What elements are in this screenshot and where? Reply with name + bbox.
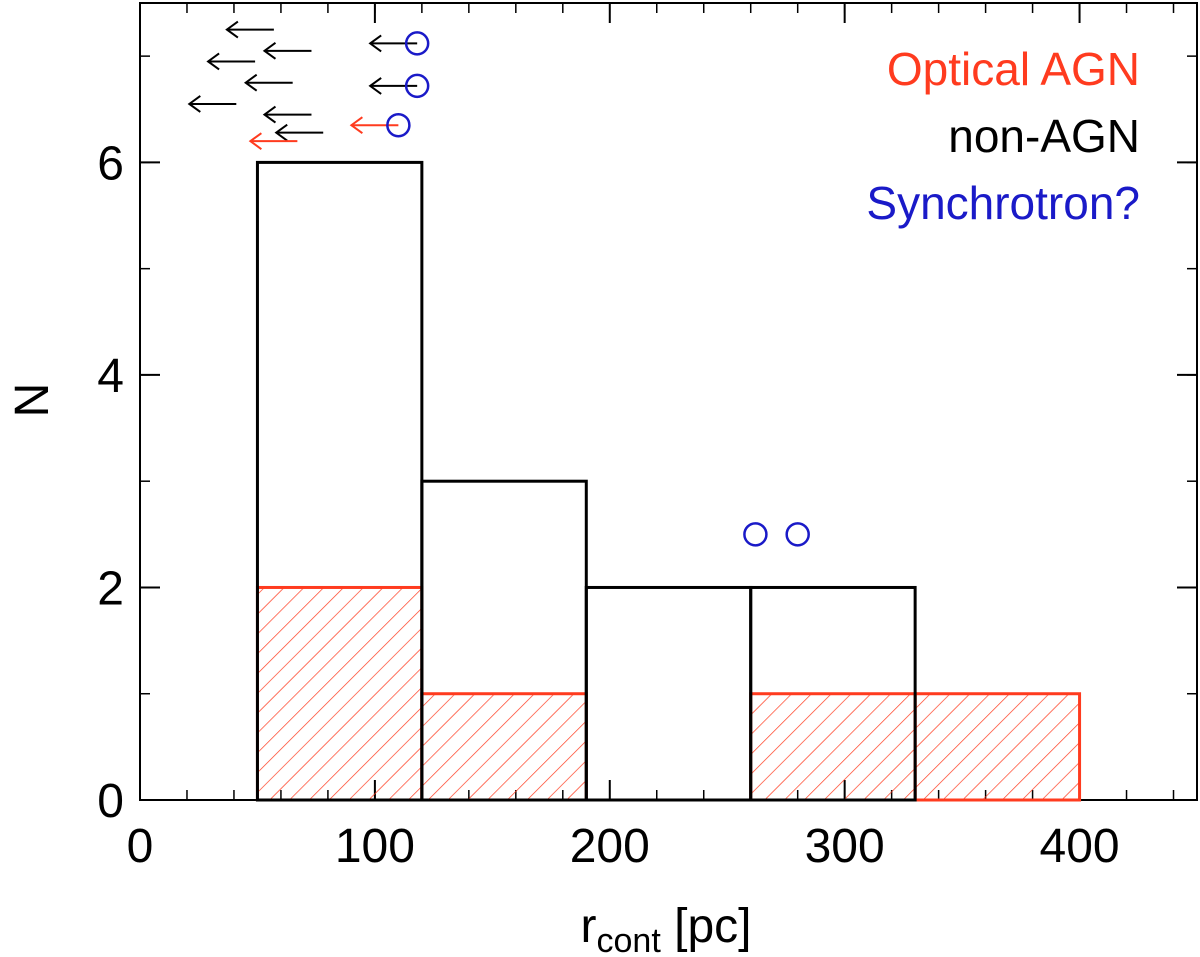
legend-entry: Synchrotron?: [866, 177, 1140, 229]
x-axis-title-subscript: cont: [597, 922, 662, 957]
optical-agn-bar: [913, 692, 1082, 802]
y-axis-ticks: 0 2 4 6: [97, 55, 1197, 828]
synchrotron-marker: [404, 31, 430, 56]
upper-limit-arrow: [262, 42, 312, 60]
upper-limit-arrow: [187, 95, 237, 113]
arrow-head: [225, 20, 239, 39]
x-tick-label: 0: [127, 820, 154, 873]
arrow-head: [262, 105, 277, 124]
synchrotron-marker: [404, 73, 430, 99]
upper-limit-arrow: [243, 73, 293, 92]
arrow-head: [187, 95, 201, 113]
arrow-head: [262, 42, 277, 60]
upper-limit-arrows: [187, 20, 418, 150]
arrow-head: [248, 132, 262, 150]
x-axis-ticks: 0 100 200 300 400: [127, 3, 1175, 873]
x-tick-label: 300: [805, 820, 885, 873]
x-tick-label: 200: [570, 820, 650, 873]
non-agn-series: [255, 160, 917, 802]
optical-agn-series: [255, 585, 1082, 802]
synchrotron-marker: [386, 112, 411, 138]
optical-agn-bar: [420, 692, 588, 802]
legend-entry: Optical AGN: [887, 43, 1140, 95]
non-agn-bar: [584, 585, 753, 802]
y-axis-title: N: [6, 383, 59, 418]
y-tick-label: 2: [97, 562, 124, 615]
non-agn-bar: [749, 585, 917, 802]
y-tick-label: 0: [97, 775, 124, 828]
legend: Optical AGN non-AGN Synchrotron?: [866, 43, 1140, 229]
arrow-head: [274, 123, 288, 142]
arrow-head: [349, 116, 363, 135]
upper-limit-arrow: [274, 123, 324, 142]
arrow-head: [368, 77, 382, 95]
upper-limit-arrow: [225, 20, 274, 39]
upper-limit-arrow: [262, 105, 312, 124]
synchrotron-markers: [386, 31, 810, 547]
upper-limit-arrow: [368, 77, 418, 95]
synchrotron-marker: [743, 522, 768, 547]
synchrotron-marker: [785, 522, 810, 547]
upper-limit-arrow: [368, 34, 418, 53]
arrow-head: [206, 52, 220, 71]
optical-agn-bar: [749, 692, 917, 802]
x-tick-label: 100: [335, 820, 415, 873]
upper-limit-arrow: [206, 52, 256, 71]
upper-limit-arrow: [349, 116, 399, 135]
x-axis-title-main: r: [581, 900, 597, 953]
upper-limit-arrow: [248, 132, 298, 150]
x-tick-label: 400: [1040, 820, 1120, 873]
y-tick-label: 6: [97, 137, 124, 190]
arrow-head: [243, 73, 258, 92]
y-tick-label: 4: [97, 350, 124, 403]
optical-agn-bar: [255, 585, 424, 802]
legend-entry: non-AGN: [948, 110, 1140, 162]
x-axis-title: rcont [pc]: [581, 900, 752, 957]
arrow-head: [368, 34, 382, 53]
x-axis-title-unit: [pc]: [661, 900, 752, 953]
